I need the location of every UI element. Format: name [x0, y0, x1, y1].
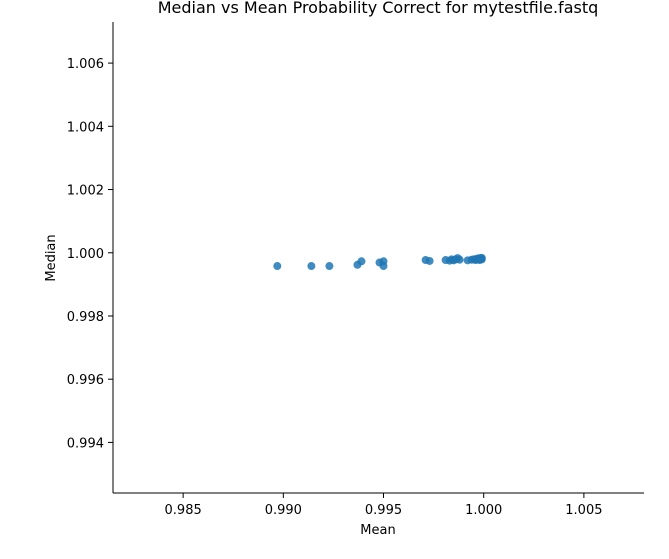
data-point	[325, 262, 334, 271]
y-tick-label: 1.004	[67, 120, 104, 135]
x-tick-label: 0.985	[165, 503, 202, 518]
data-point	[455, 255, 464, 264]
y-tick-label: 0.994	[67, 436, 104, 451]
chart-title: Median vs Mean Probability Correct for m…	[158, 0, 599, 17]
data-point	[273, 262, 282, 271]
y-tick-label: 0.998	[67, 310, 104, 325]
y-tick-label: 0.996	[67, 373, 104, 388]
data-point	[477, 255, 486, 264]
x-tick-label: 0.995	[365, 503, 402, 518]
x-tick-label: 1.005	[565, 503, 602, 518]
y-tick-label: 1.002	[67, 184, 104, 199]
data-point	[357, 257, 366, 266]
y-tick-label: 1.006	[67, 57, 104, 72]
x-axis-label: Mean	[360, 523, 395, 538]
data-point	[307, 262, 316, 271]
data-points	[273, 253, 486, 271]
y-axis-label: Median	[44, 234, 59, 281]
data-point	[425, 256, 434, 265]
x-tick-label: 1.000	[465, 503, 502, 518]
y-axis-ticks: 0.994 0.996 0.998 1.000 1.002 1.004 1.006	[67, 57, 113, 451]
x-tick-label: 0.990	[265, 503, 302, 518]
x-axis-ticks: 0.985 0.990 0.995 1.000 1.005	[165, 493, 602, 518]
y-tick-label: 1.000	[67, 247, 104, 262]
data-point	[379, 262, 388, 271]
